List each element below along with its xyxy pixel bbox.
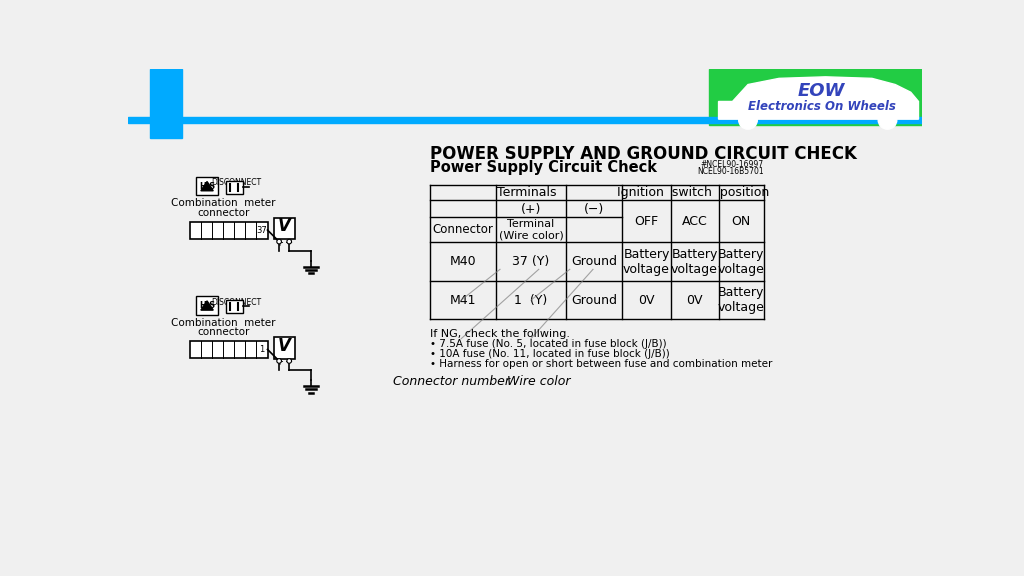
Text: +: + [275, 238, 283, 248]
Text: ACC: ACC [682, 215, 708, 228]
Text: POWER SUPPLY AND GROUND CIRCUIT CHECK: POWER SUPPLY AND GROUND CIRCUIT CHECK [430, 145, 857, 162]
Text: Terminals: Terminals [497, 186, 556, 199]
Circle shape [276, 359, 282, 363]
Text: OFF: OFF [635, 215, 658, 228]
Text: H.S: H.S [199, 181, 215, 191]
Text: DISCONNECT: DISCONNECT [211, 179, 261, 187]
Polygon shape [748, 78, 895, 101]
Text: M41: M41 [450, 294, 476, 306]
Text: V: V [279, 336, 291, 355]
Circle shape [287, 359, 292, 363]
Bar [197, 296, 218, 314]
Text: (+): (+) [521, 203, 542, 216]
Text: H.S: H.S [199, 301, 215, 310]
Polygon shape [719, 77, 919, 119]
Circle shape [287, 239, 292, 244]
Text: Ignition  switch  position: Ignition switch position [616, 186, 769, 199]
Text: ON: ON [731, 215, 751, 228]
Text: V: V [279, 217, 291, 235]
Bar [710, 69, 922, 124]
Text: Wire color: Wire color [507, 375, 570, 388]
Bar [128, 117, 922, 123]
Bar [273, 218, 295, 239]
Circle shape [738, 111, 758, 129]
Text: Battery
voltage: Battery voltage [718, 286, 765, 314]
Text: 0V: 0V [686, 294, 702, 306]
Text: M40: M40 [450, 255, 476, 268]
Text: DISCONNECT: DISCONNECT [211, 298, 261, 307]
Text: Battery
voltage: Battery voltage [623, 248, 670, 276]
Text: 1  (Y): 1 (Y) [514, 294, 548, 306]
Polygon shape [201, 181, 213, 191]
Text: connector: connector [198, 327, 250, 337]
Text: • 7.5A fuse (No. 5, located in fuse block (J/B)): • 7.5A fuse (No. 5, located in fuse bloc… [430, 339, 667, 348]
Text: connector: connector [198, 208, 250, 218]
Text: Terminal
(Wire color): Terminal (Wire color) [499, 219, 563, 240]
Bar [190, 222, 267, 238]
Bar [150, 69, 182, 138]
Bar [225, 300, 243, 313]
Text: 37: 37 [257, 226, 267, 234]
Text: If NG, check the follwing.: If NG, check the follwing. [430, 329, 570, 339]
Text: Power Supply Circuit Check: Power Supply Circuit Check [430, 160, 657, 175]
Text: Electronics On Wheels: Electronics On Wheels [748, 100, 896, 112]
Text: 0V: 0V [638, 294, 654, 306]
Bar [225, 181, 243, 194]
Text: Battery
voltage: Battery voltage [671, 248, 718, 276]
Text: Combination  meter: Combination meter [171, 199, 275, 209]
Text: 37 (Y): 37 (Y) [512, 255, 550, 268]
Bar [190, 341, 267, 358]
Text: −: − [285, 357, 293, 367]
Text: Ground: Ground [571, 294, 617, 306]
Text: +: + [275, 357, 283, 367]
Text: • 10A fuse (No. 11, located in fuse block (J/B)): • 10A fuse (No. 11, located in fuse bloc… [430, 348, 670, 359]
Bar [197, 177, 218, 195]
Text: Combination  meter: Combination meter [171, 318, 275, 328]
Text: Connector: Connector [433, 223, 494, 236]
Text: #NCEL90-16997: #NCEL90-16997 [700, 160, 764, 169]
Text: • Harness for open or short between fuse and combination meter: • Harness for open or short between fuse… [430, 359, 773, 369]
Text: Connector number: Connector number [393, 375, 510, 388]
Text: NCEL90-16B5701: NCEL90-16B5701 [697, 167, 764, 176]
Text: Battery
voltage: Battery voltage [718, 248, 765, 276]
Bar [273, 337, 295, 359]
Text: 1: 1 [259, 345, 264, 354]
Polygon shape [201, 301, 213, 310]
Circle shape [879, 111, 897, 129]
Circle shape [276, 239, 282, 244]
Text: −: − [285, 238, 293, 248]
Text: Ground: Ground [571, 255, 617, 268]
Text: (−): (−) [584, 203, 604, 216]
Text: EOW: EOW [798, 82, 846, 100]
